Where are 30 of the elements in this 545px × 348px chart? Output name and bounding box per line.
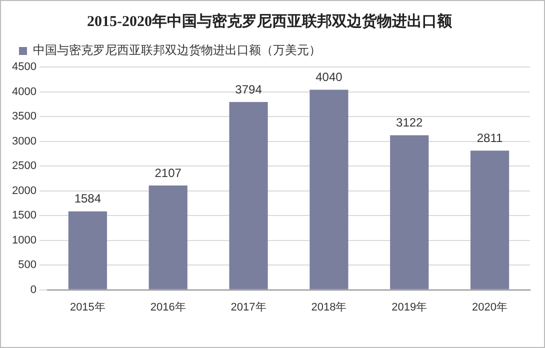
x-tick-label: 2018年 bbox=[311, 301, 347, 314]
x-tick-label: 2017年 bbox=[230, 301, 266, 314]
chart-title: 2015-2020年中国与密克罗尼西亚联邦双边货物进出口额 bbox=[87, 12, 453, 30]
y-tick-label: 4000 bbox=[12, 86, 36, 98]
y-tick-label: 2500 bbox=[12, 160, 36, 172]
y-tick-label: 0 bbox=[30, 284, 36, 296]
legend-label: 中国与密克罗尼西亚联邦双边货物进出口额（万美元） bbox=[33, 43, 321, 58]
data-label: 1584 bbox=[74, 192, 102, 206]
bar bbox=[148, 185, 188, 290]
x-tick-label: 2015年 bbox=[70, 301, 106, 314]
x-tick-label: 2016年 bbox=[150, 301, 186, 314]
data-label: 3794 bbox=[235, 82, 262, 96]
bar bbox=[310, 90, 348, 290]
y-tick-label: 500 bbox=[18, 259, 36, 272]
y-tick-label: 1000 bbox=[12, 234, 36, 246]
bar bbox=[390, 135, 429, 290]
x-tick-label: 2020年 bbox=[472, 301, 508, 314]
y-tick-label: 2000 bbox=[12, 184, 36, 197]
y-tick-label: 3500 bbox=[12, 110, 36, 123]
y-tick-label: 3000 bbox=[12, 135, 36, 148]
bar bbox=[68, 211, 107, 290]
bar bbox=[470, 150, 510, 290]
data-label: 4040 bbox=[316, 70, 343, 84]
data-label: 3122 bbox=[396, 116, 424, 130]
data-label: 2107 bbox=[154, 166, 182, 180]
data-label: 2811 bbox=[476, 130, 504, 145]
y-tick-label: 1500 bbox=[12, 210, 36, 222]
y-tick-label: 4500 bbox=[12, 61, 36, 74]
bar bbox=[229, 102, 268, 290]
x-tick-label: 2019年 bbox=[392, 301, 428, 314]
